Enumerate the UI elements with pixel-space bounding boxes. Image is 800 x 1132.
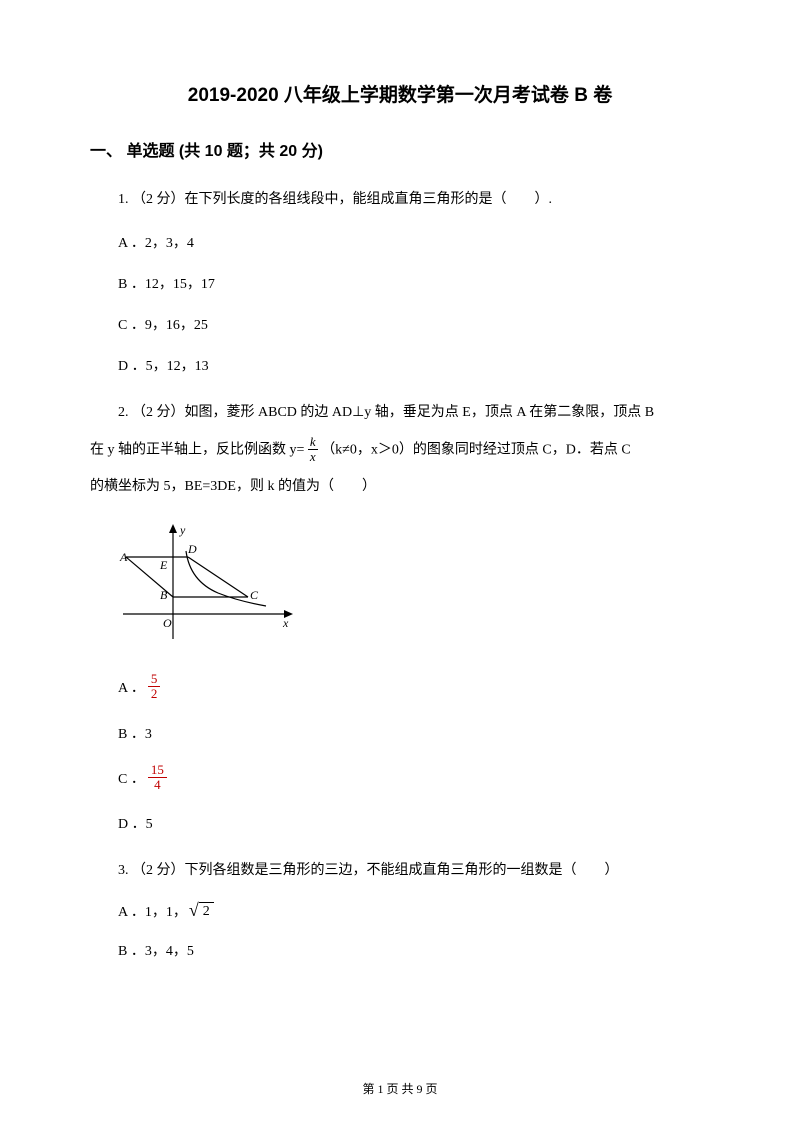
q2-frac-den: x xyxy=(308,450,318,464)
q2-frac-num: k xyxy=(308,435,318,450)
q2-option-c-fraction: 15 4 xyxy=(148,763,167,793)
q2-option-c-prefix: C ． xyxy=(118,768,145,788)
q3-option-a: A ．1，1， √2 xyxy=(90,901,710,921)
svg-text:A: A xyxy=(119,550,128,564)
q2-line3: 的横坐标为 5，BE=3DE，则 k 的值为（ ） xyxy=(90,479,376,494)
q2-option-b: B ．3 xyxy=(90,722,710,747)
q3-option-a-prefix: A ．1，1， xyxy=(118,901,187,921)
section-header: 一、 单选题 (共 10 题；共 20 分) xyxy=(90,137,710,161)
q2-a-frac-den: 2 xyxy=(148,687,161,701)
sqrt-icon: √2 xyxy=(189,901,214,921)
q3-option-b: B ．3，4，5 xyxy=(90,939,710,964)
q1-option-b: B ．12，15，17 xyxy=(90,272,710,297)
svg-text:x: x xyxy=(282,616,289,630)
q2-option-a-fraction: 5 2 xyxy=(148,672,161,702)
q2-option-c: C ． 15 4 xyxy=(90,763,710,793)
q2-fraction-kx: kx xyxy=(308,432,318,468)
svg-text:E: E xyxy=(159,558,168,572)
svg-text:B: B xyxy=(160,588,168,602)
q3-a-sqrt-val: 2 xyxy=(199,902,214,921)
q2-option-d: D ．5 xyxy=(90,812,710,837)
page-footer: 第 1 页 共 9 页 xyxy=(0,1080,800,1097)
q1-option-c: C ．9，16，25 xyxy=(90,313,710,338)
svg-text:O: O xyxy=(163,616,172,630)
q2-a-frac-num: 5 xyxy=(148,672,161,687)
q1-option-d: D ．5，12，13 xyxy=(90,354,710,379)
question-1-text: 1. （2 分）在下列长度的各组线段中，能组成直角三角形的是（ ）. xyxy=(90,183,710,217)
question-2-text: 2. （2 分）如图，菱形 ABCD 的边 AD⊥y 轴，垂足为点 E，顶点 A… xyxy=(90,395,710,505)
q2-line2a: 在 y 轴的正半轴上，反比例函数 y= xyxy=(90,442,308,457)
svg-text:C: C xyxy=(250,588,259,602)
q2-line2b: （k≠0，x＞0）的图象同时经过顶点 C，D．若点 C xyxy=(318,442,631,457)
question-3-text: 3. （2 分）下列各组数是三角形的三边，不能组成直角三角形的一组数是（ ） xyxy=(90,854,710,888)
q2-option-a: A ． 5 2 xyxy=(90,672,710,702)
svg-text:y: y xyxy=(179,523,186,537)
page-title: 2019-2020 八年级上学期数学第一次月考试卷 B 卷 xyxy=(90,80,710,107)
q2-option-a-prefix: A ． xyxy=(118,677,145,697)
svg-text:D: D xyxy=(187,542,197,556)
rhombus-graph-svg: A D E B C O x y xyxy=(118,519,298,649)
q2-c-frac-den: 4 xyxy=(151,778,164,792)
q2-c-frac-num: 15 xyxy=(148,763,167,778)
q2-diagram: A D E B C O x y xyxy=(118,519,710,654)
q1-option-a: A ．2，3，4 xyxy=(90,231,710,256)
q2-line1: 2. （2 分）如图，菱形 ABCD 的边 AD⊥y 轴，垂足为点 E，顶点 A… xyxy=(90,395,710,431)
